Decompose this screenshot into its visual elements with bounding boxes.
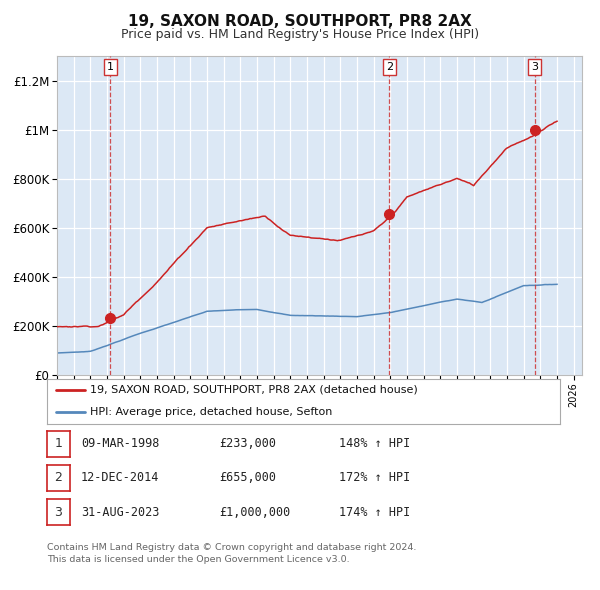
- Text: 09-MAR-1998: 09-MAR-1998: [81, 437, 160, 450]
- Text: Contains HM Land Registry data © Crown copyright and database right 2024.
This d: Contains HM Land Registry data © Crown c…: [47, 543, 416, 564]
- Text: 19, SAXON ROAD, SOUTHPORT, PR8 2AX (detached house): 19, SAXON ROAD, SOUTHPORT, PR8 2AX (deta…: [91, 385, 418, 395]
- Text: Price paid vs. HM Land Registry's House Price Index (HPI): Price paid vs. HM Land Registry's House …: [121, 28, 479, 41]
- Text: £655,000: £655,000: [219, 471, 276, 484]
- Text: 148% ↑ HPI: 148% ↑ HPI: [339, 437, 410, 450]
- Text: £1,000,000: £1,000,000: [219, 506, 290, 519]
- Text: 174% ↑ HPI: 174% ↑ HPI: [339, 506, 410, 519]
- Text: 172% ↑ HPI: 172% ↑ HPI: [339, 471, 410, 484]
- Text: £233,000: £233,000: [219, 437, 276, 450]
- Text: HPI: Average price, detached house, Sefton: HPI: Average price, detached house, Seft…: [91, 408, 333, 417]
- Text: 12-DEC-2014: 12-DEC-2014: [81, 471, 160, 484]
- Text: 2: 2: [386, 62, 393, 72]
- Text: 3: 3: [54, 506, 62, 519]
- Text: 31-AUG-2023: 31-AUG-2023: [81, 506, 160, 519]
- Text: 2: 2: [54, 471, 62, 484]
- Text: 19, SAXON ROAD, SOUTHPORT, PR8 2AX: 19, SAXON ROAD, SOUTHPORT, PR8 2AX: [128, 14, 472, 29]
- Text: 3: 3: [532, 62, 538, 72]
- Text: 1: 1: [54, 437, 62, 450]
- Text: 1: 1: [107, 62, 113, 72]
